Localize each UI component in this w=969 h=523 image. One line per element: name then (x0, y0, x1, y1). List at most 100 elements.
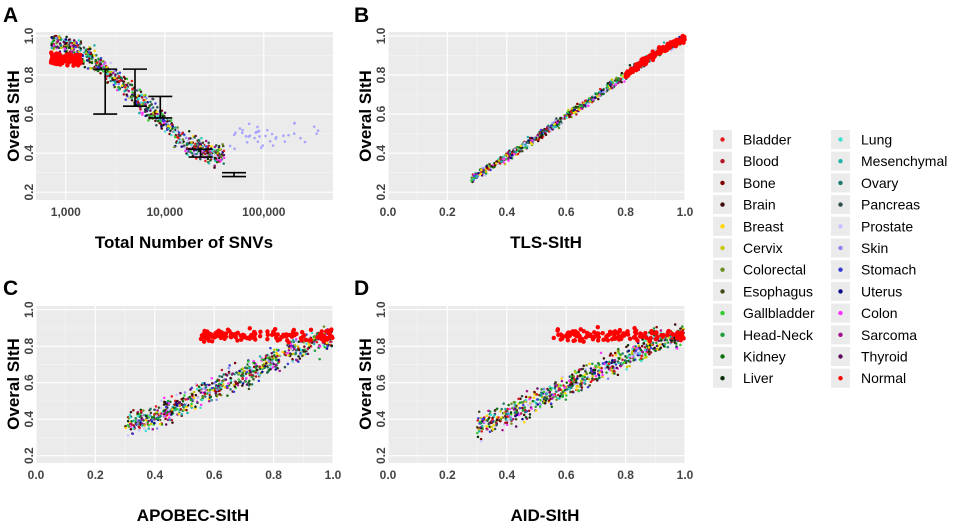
legend-swatch (720, 245, 725, 251)
data-point (146, 101, 149, 104)
data-point (125, 93, 128, 96)
data-point (216, 385, 220, 388)
data-point (171, 125, 174, 128)
data-point (502, 402, 505, 405)
data-point (624, 359, 628, 363)
data-point (620, 71, 624, 75)
data-point (600, 93, 603, 96)
legend-label: Bone (743, 175, 776, 191)
data-point (594, 364, 597, 368)
data-point (141, 413, 144, 416)
data-point (540, 388, 543, 391)
data-point (513, 411, 517, 414)
data-point (270, 358, 274, 361)
data-point (195, 142, 199, 145)
data-point (170, 412, 174, 415)
data-point (570, 107, 574, 110)
y-tick-label: 0.8 (374, 337, 388, 354)
data-point (291, 338, 295, 342)
data-point (135, 419, 139, 422)
data-point (295, 359, 298, 362)
data-point (228, 364, 231, 367)
data-point (298, 357, 302, 360)
data-point (149, 411, 153, 415)
points-a (48, 34, 320, 169)
data-point (257, 379, 261, 383)
data-point-normal (592, 330, 597, 335)
data-point (592, 98, 595, 101)
data-point (148, 413, 152, 417)
data-point (78, 43, 82, 46)
data-point (160, 125, 163, 128)
data-point (493, 427, 497, 431)
data-point (505, 423, 509, 426)
legend-label: Lung (861, 132, 892, 148)
data-point (266, 365, 269, 368)
data-point (598, 366, 601, 369)
legend-item: Cervix (713, 238, 783, 258)
data-point (166, 124, 170, 128)
data-point (287, 133, 290, 137)
legend-swatch (838, 180, 843, 186)
data-point (189, 388, 192, 391)
data-point (162, 121, 166, 125)
data-point (640, 354, 644, 358)
data-point-normal (252, 335, 257, 340)
data-point (502, 155, 506, 158)
data-point (219, 386, 222, 389)
points-c (124, 325, 335, 437)
data-point-normal (308, 337, 313, 342)
legend-label: Head-Neck (743, 327, 814, 343)
data-point (528, 136, 532, 140)
data-point (181, 131, 185, 134)
data-point-normal (66, 53, 72, 58)
data-point (87, 51, 91, 54)
data-point (222, 162, 225, 165)
data-point (271, 144, 275, 147)
data-point (518, 413, 521, 417)
data-point (582, 364, 585, 367)
data-point (512, 150, 516, 153)
data-point (183, 404, 186, 407)
data-point (640, 359, 643, 363)
data-point-normal (643, 330, 648, 336)
data-point-normal (285, 338, 290, 343)
data-point (109, 79, 112, 83)
data-point (312, 342, 316, 346)
data-point (591, 362, 594, 366)
data-point (619, 364, 622, 368)
panel-letter-b: B (354, 4, 369, 27)
data-point (565, 381, 569, 384)
data-point (131, 87, 134, 91)
data-point (277, 358, 280, 362)
data-point (216, 378, 220, 381)
data-point (299, 136, 302, 140)
data-point (513, 148, 517, 151)
grid-a (36, 32, 333, 200)
data-point (493, 409, 497, 412)
data-point (138, 88, 142, 92)
data-point (174, 126, 177, 129)
data-point (234, 382, 238, 386)
data-point (137, 425, 141, 429)
data-point (623, 80, 626, 83)
data-point (577, 385, 580, 388)
data-point (545, 127, 548, 131)
data-point (507, 412, 510, 416)
data-point (201, 398, 204, 402)
data-point (128, 422, 132, 426)
data-point (111, 78, 114, 81)
data-point (637, 344, 640, 347)
data-point (297, 340, 301, 343)
data-point (70, 47, 74, 50)
data-point (210, 149, 214, 152)
data-point (507, 153, 511, 156)
data-point (201, 141, 205, 144)
data-point-normal (578, 327, 583, 332)
data-point (601, 362, 605, 365)
data-point (679, 327, 682, 330)
data-point (150, 419, 153, 422)
data-point (132, 427, 135, 430)
data-point (224, 378, 228, 381)
data-point (281, 350, 285, 354)
